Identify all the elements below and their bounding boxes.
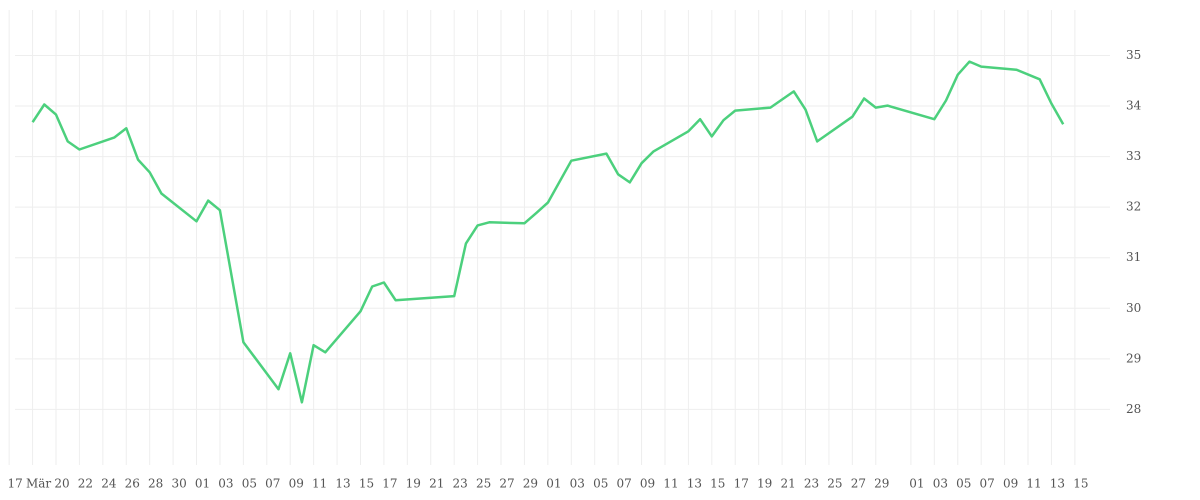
- x-tick-label: 15: [1073, 477, 1088, 491]
- y-tick-label: 28: [1126, 402, 1141, 416]
- y-tick-label: 30: [1126, 301, 1141, 315]
- x-tick-label: 07: [616, 477, 631, 491]
- x-tick-label: 13: [1050, 477, 1065, 491]
- x-tick-label: 11: [312, 477, 327, 491]
- price-line: [31, 60, 1065, 404]
- x-tick-label: 27: [851, 477, 866, 491]
- x-tick-label: 29: [523, 477, 538, 491]
- x-tick-label: 17: [734, 477, 749, 491]
- x-tick-label: 25: [476, 477, 491, 491]
- x-tick-label: 15: [359, 477, 374, 491]
- x-tick-label: 27: [499, 477, 514, 491]
- x-tick-label: 15: [710, 477, 725, 491]
- x-tick-label: 17: [382, 477, 397, 491]
- x-tick-label: 09: [640, 477, 655, 491]
- x-tick-label: 22: [78, 477, 93, 491]
- y-tick-label: 34: [1126, 99, 1142, 113]
- x-tick-label: 07: [980, 477, 995, 491]
- x-tick-label: 24: [101, 477, 117, 491]
- x-tick-label: 25: [827, 477, 842, 491]
- x-tick-label: 03: [218, 477, 233, 491]
- x-tick-label: 09: [1003, 477, 1018, 491]
- x-tick-label: 11: [1026, 477, 1041, 491]
- x-tick-label: 03: [933, 477, 948, 491]
- x-tick-label: 23: [453, 477, 468, 491]
- y-tick-label: 32: [1126, 200, 1141, 214]
- x-tick-label: 11: [663, 477, 678, 491]
- x-tick-label: 30: [171, 477, 186, 491]
- x-tick-label: 13: [687, 477, 702, 491]
- x-tick-label: 01: [909, 477, 924, 491]
- x-tick-label: 01: [546, 477, 561, 491]
- x-tick-label: 05: [956, 477, 971, 491]
- x-tick-label: 29: [874, 477, 889, 491]
- x-tick-label: 19: [406, 477, 421, 491]
- x-tick-label: 09: [289, 477, 304, 491]
- x-tick-label: 05: [593, 477, 608, 491]
- x-tick-label: 07: [265, 477, 280, 491]
- x-tick-label: 17: [8, 477, 23, 491]
- x-tick-label: 26: [125, 477, 140, 491]
- x-tick-label: 19: [757, 477, 772, 491]
- x-tick-label: 28: [148, 477, 163, 491]
- x-tick-label: 20: [54, 477, 69, 491]
- x-tick-label: 03: [570, 477, 585, 491]
- x-tick-label: 23: [804, 477, 819, 491]
- y-tick-label: 31: [1126, 250, 1141, 264]
- x-tick-label: Mär: [26, 477, 51, 491]
- y-tick-label: 35: [1126, 48, 1141, 62]
- x-tick-label: 21: [429, 477, 444, 491]
- x-tick-label: 21: [780, 477, 795, 491]
- y-tick-label: 33: [1126, 149, 1141, 163]
- x-tick-label: 05: [242, 477, 257, 491]
- x-tick-label: 13: [335, 477, 350, 491]
- y-tick-label: 29: [1126, 351, 1141, 365]
- x-tick-label: 01: [195, 477, 210, 491]
